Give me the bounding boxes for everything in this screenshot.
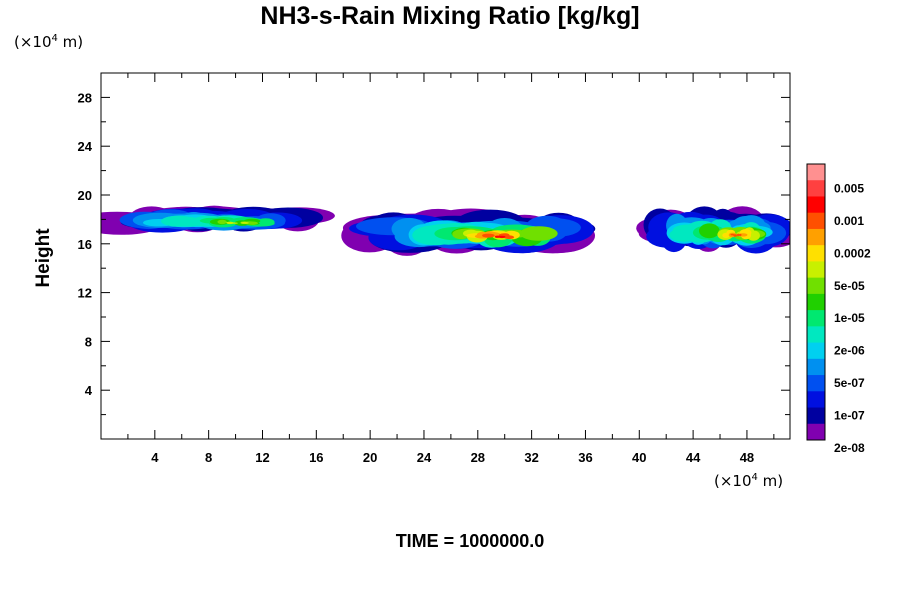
colorbar-swatch [807,196,825,214]
y-tick-label: 28 [78,90,92,105]
y-axis-label: Height [33,228,54,288]
chart-title: NH3-s-Rain Mixing Ratio [kg/kg] [260,2,640,30]
colorbar-label: 2e-08 [834,441,865,455]
colorbar-swatch [807,391,825,409]
colorbar-label: 2e-06 [834,344,865,358]
colorbar-label: 0.005 [834,181,864,195]
colorbar-swatch [807,180,825,197]
x-tick-label: 28 [471,450,485,465]
cloud-contour [736,233,740,237]
x-tick-label: 44 [686,450,701,465]
y-axis: 4 8 12 16 20 24 28 [78,90,790,416]
colorbar-swatch [807,310,825,327]
x-tick-label: 20 [363,450,377,465]
y-axis-unit: (×104 m) [14,33,84,51]
y-tick-label: 24 [78,139,93,154]
x-tick-label: 48 [740,450,754,465]
cloud-contour [519,226,558,241]
colorbar-swatch [807,293,825,311]
y-tick-label: 8 [85,334,92,349]
cloud-contour [240,221,249,224]
colorbar-swatch [807,212,825,230]
colorbar-swatch [807,245,825,262]
x-tick-label: 8 [205,450,212,465]
y-tick-label: 4 [85,383,93,398]
colorbar-frame [806,163,826,441]
x-tick-label: 36 [578,450,592,465]
x-tick-label: 24 [417,450,432,465]
colorbar-swatch [807,164,825,181]
cloud-contour [161,215,196,227]
plot-frame [100,72,791,440]
x-tick-label: 32 [524,450,538,465]
colorbar-label: 1e-07 [834,409,865,423]
colorbar-swatch [807,261,825,279]
colorbar-swatch [807,423,825,441]
y-tick-label: 16 [78,237,92,252]
colorbar-label: 5e-07 [834,376,865,390]
colorbar-swatch [807,358,825,376]
cloud-contour [730,233,735,236]
y-tick-label: 12 [78,286,92,301]
x-tick-label: 12 [255,450,269,465]
cloud-contour [217,219,227,225]
x-tick-label: 16 [309,450,323,465]
x-tick-label: 4 [151,450,159,465]
colorbar-swatch [807,228,825,246]
time-label: TIME = 1000000.0 [395,531,545,551]
colorbar-swatch [807,342,825,360]
x-tick-label: 40 [632,450,646,465]
y-tick-label: 20 [78,188,92,203]
cloud-contour [699,223,720,239]
cloud-contour [722,232,730,239]
colorbar-swatch [807,277,825,295]
colorbar-label: 0.001 [834,214,864,228]
cloud-contour [738,233,742,237]
colorbar-swatch [807,326,825,344]
colorbar: 0.005 0.001 0.0002 5e-05 1e-05 2e-06 5e-07 1e-0… [806,163,871,455]
x-axis: 4 8 12 16 20 24 28 32 36 40 44 48 [127,73,775,465]
cloud-field [101,205,790,256]
cloud-contour [494,235,501,238]
colorbar-swatch [807,407,825,425]
colorbar-label: 0.0002 [834,246,871,260]
colorbar-swatch [807,375,825,392]
colorbar-label: 5e-05 [834,279,865,293]
colorbar-label: 1e-05 [834,311,865,325]
cloud-contour [246,221,258,225]
x-axis-unit: (×104 m) [714,472,784,490]
cloud-contour [482,233,495,238]
cloud-contour [226,221,234,224]
